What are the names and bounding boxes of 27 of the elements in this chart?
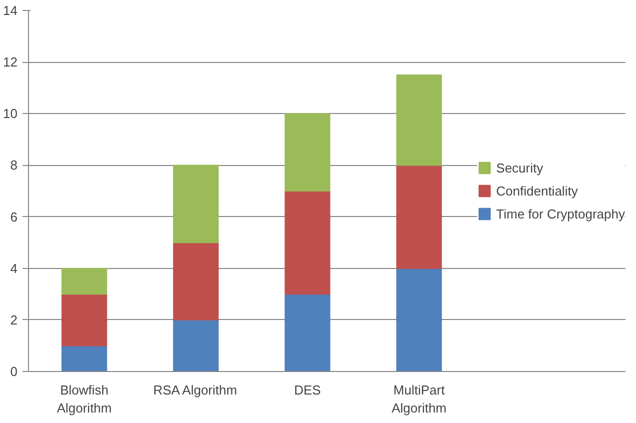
x-tick-label: RSA Algorithm — [153, 382, 238, 398]
bar — [61, 345, 108, 372]
bar — [173, 242, 219, 320]
bar — [284, 190, 330, 295]
legend-label: Time for Cryptography — [496, 206, 625, 221]
y-tick-label: 6 — [10, 209, 18, 224]
x-tick-label: DES — [294, 382, 322, 398]
y-tick-label: 8 — [10, 158, 18, 173]
y-tick-label: 12 — [3, 54, 18, 70]
y-tick-label: 4 — [10, 260, 18, 276]
bar — [284, 113, 330, 192]
x-tick-label: MultiPart Algorithm — [392, 382, 447, 416]
bar — [173, 164, 219, 244]
y-tick-label: 2 — [10, 312, 18, 328]
bar — [173, 319, 219, 372]
y-tick-label: 14 — [3, 3, 18, 18]
bar — [284, 294, 330, 372]
bar — [61, 268, 108, 295]
y-tick-label: 10 — [3, 106, 18, 122]
bar — [396, 164, 442, 269]
bar — [61, 294, 108, 346]
legend-label: Security — [496, 160, 544, 175]
legend-label: Confidentiality — [496, 183, 578, 198]
y-tick-label: 0 — [10, 364, 18, 379]
bar — [396, 74, 442, 166]
bar — [396, 268, 442, 372]
x-tick-label: Blowfish Algorithm — [56, 382, 112, 416]
